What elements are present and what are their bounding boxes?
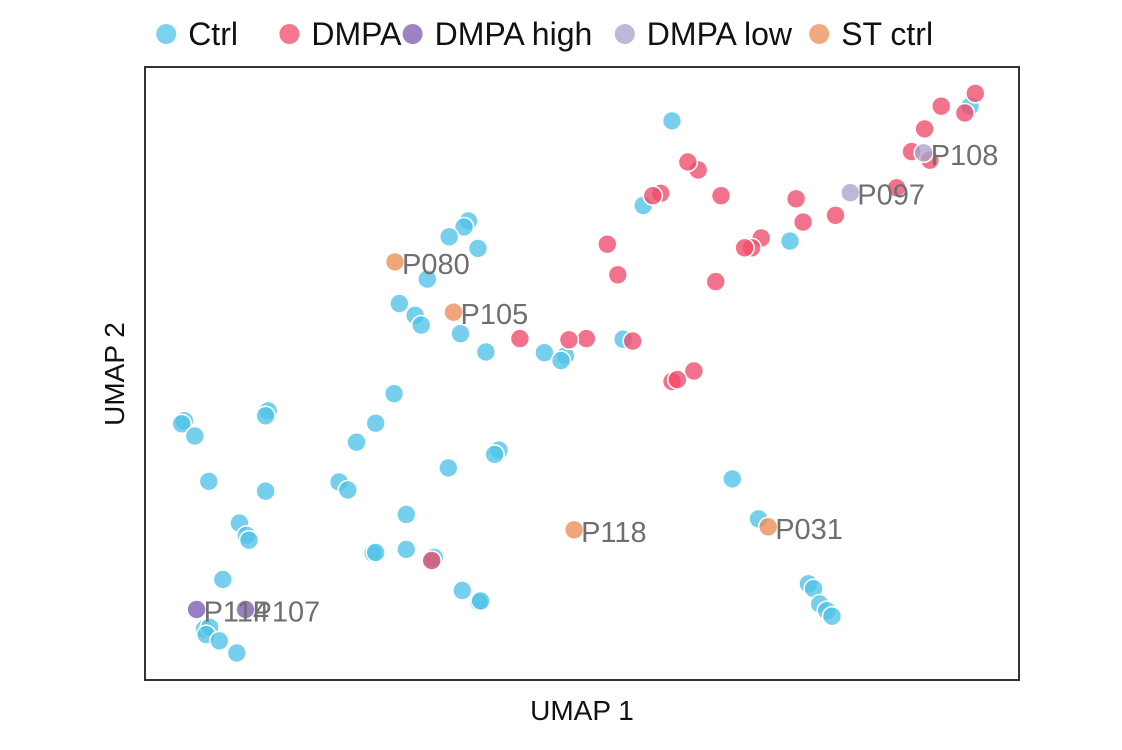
data-point [443,301,464,323]
legend-label: DMPA low [647,16,793,52]
data-point [596,233,618,255]
data-point [255,405,276,427]
data-point [388,293,410,314]
data-point [346,431,367,453]
legend-marker [809,24,830,44]
data-point [186,599,207,620]
data-point [954,102,976,124]
data-point [209,630,230,652]
data-point [607,264,629,286]
data-point [792,211,814,233]
data-point [238,529,260,551]
data-point [642,185,664,206]
data-point [721,468,743,490]
data-point [395,504,417,525]
data-point [226,642,248,664]
legend-label: DMPA high [435,16,593,52]
legend: Ctrl DMPA DMPA high DMPA low ST ctrl [156,16,933,52]
legend-item: Ctrl [156,16,238,52]
data-point [437,457,459,479]
data-point [677,151,699,173]
data-point [779,230,801,252]
data-point [410,314,432,336]
data-point [475,341,497,363]
legend-label: ST ctrl [841,16,933,52]
data-point [416,268,438,290]
point-annotation: P105 [461,299,529,331]
data-point [550,350,572,371]
data-point [886,177,907,199]
data-point [666,369,688,390]
data-point [467,238,489,259]
data-points [171,83,986,664]
data-point [558,329,580,351]
data-point [470,590,491,612]
legend-marker [279,24,300,44]
data-point [757,516,779,538]
legend-label: DMPA [311,16,402,52]
data-point [710,185,732,206]
data-point [365,542,387,563]
data-point [825,205,846,226]
data-point [964,83,986,104]
data-point [384,251,406,273]
data-point [383,383,405,405]
point-annotation: P114 [204,597,270,629]
data-point [365,412,387,434]
point-annotation: P031 [775,514,843,546]
data-point [622,330,644,352]
point-annotation: P107 [253,597,321,629]
data-point [337,479,359,501]
legend-marker [402,24,423,44]
data-point [235,599,256,620]
data-point [453,216,475,238]
data-point [683,360,705,382]
data-point [212,569,234,590]
legend-item: DMPA high [402,16,593,52]
data-point [509,328,531,349]
legend-item: ST ctrl [809,16,933,52]
plot-frame [144,66,1020,681]
data-point [821,605,843,627]
data-point [450,323,471,345]
data-point [576,328,597,349]
data-point [914,118,935,140]
point-annotation: P097 [857,180,925,212]
legend-label: Ctrl [188,16,238,52]
point-annotation: P080 [402,249,470,281]
data-point [184,425,206,447]
x-axis-label: UMAP 1 [530,695,634,726]
data-point [255,480,276,502]
data-point [913,142,935,164]
data-point [563,519,585,541]
data-point [930,95,952,117]
legend-item: DMPA [279,16,402,52]
data-point [451,580,473,601]
data-point [395,539,417,560]
data-point [171,413,192,435]
data-point [484,444,505,465]
data-point [705,271,727,292]
point-annotation: P108 [931,140,999,172]
data-point [661,110,683,132]
data-point [534,342,555,364]
point-annotation: P118 [581,517,647,549]
legend-item: DMPA low [614,16,793,52]
legend-marker [156,24,177,44]
data-point [734,237,755,259]
data-point [421,550,443,571]
y-axis-label: UMAP 2 [99,322,130,426]
data-point [198,471,220,492]
data-point [839,182,861,203]
legend-marker [614,24,635,44]
data-point [438,226,460,248]
data-point [785,188,807,210]
